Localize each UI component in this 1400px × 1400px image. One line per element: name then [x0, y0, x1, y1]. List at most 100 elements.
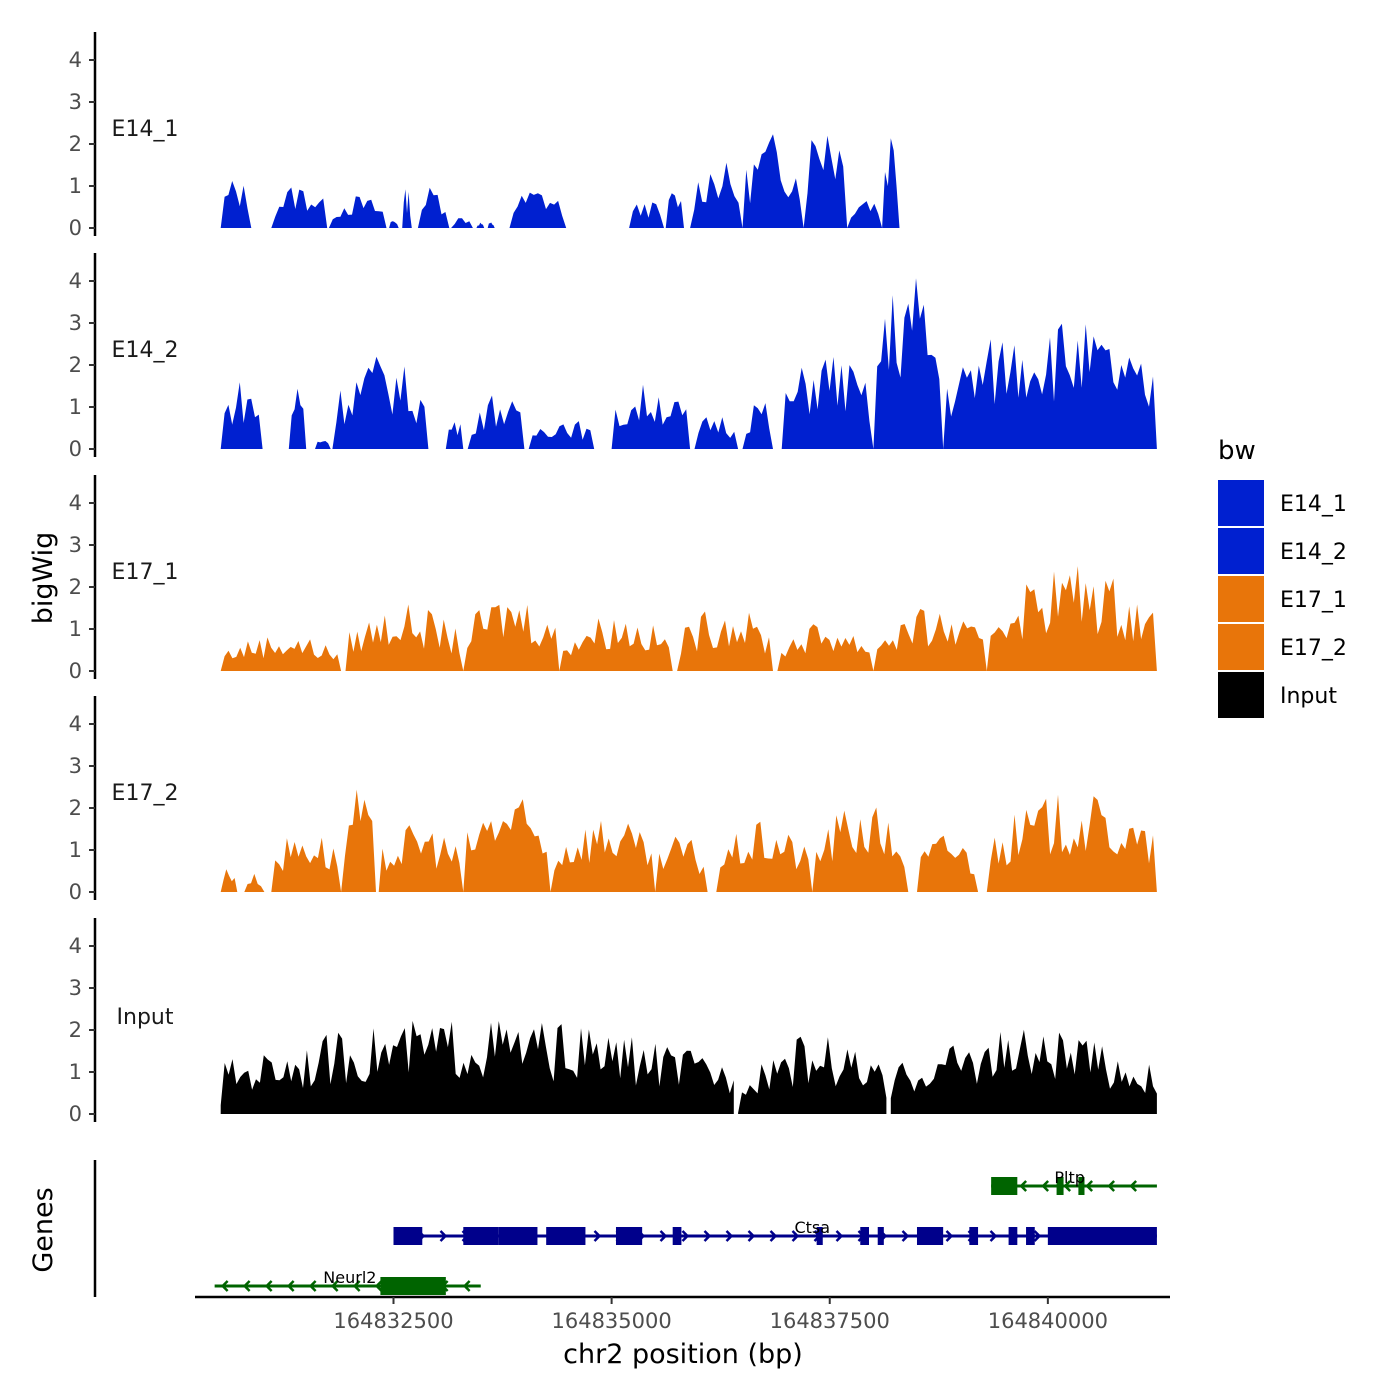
- exon-block: [546, 1227, 586, 1245]
- legend-swatch: [1218, 624, 1264, 670]
- gene-label: Pltp: [1054, 1168, 1085, 1187]
- y-tick-label: 3: [69, 90, 82, 114]
- y-tick-label: 2: [69, 132, 82, 156]
- track-label: E14_2: [112, 338, 179, 363]
- coverage-area: [220, 278, 1157, 449]
- exon-block: [1047, 1227, 1157, 1245]
- legend-swatch: [1218, 480, 1264, 526]
- x-tick-label: 164840000: [988, 1309, 1108, 1333]
- exon-block: [991, 1177, 1018, 1195]
- y-tick-label: 2: [69, 575, 82, 599]
- genes-axis-title: Genes: [28, 1187, 59, 1272]
- y-tick-label: 0: [69, 1102, 82, 1126]
- y-tick-label: 4: [69, 934, 82, 958]
- strand-arrow: [286, 1280, 295, 1292]
- strand-arrow: [1129, 1180, 1138, 1192]
- exon-block: [380, 1277, 446, 1295]
- exon-block: [672, 1227, 682, 1245]
- y-tick-label: 4: [69, 269, 82, 293]
- strand-arrow: [1107, 1180, 1116, 1192]
- exon-block: [969, 1227, 979, 1245]
- x-tick-label: 164832500: [333, 1309, 453, 1333]
- exon-block: [498, 1227, 538, 1245]
- strand-arrow: [242, 1280, 251, 1292]
- exon-block: [1078, 1177, 1085, 1195]
- strand-arrow: [264, 1280, 273, 1292]
- y-tick-label: 4: [69, 491, 82, 515]
- track-label: E17_2: [112, 781, 179, 806]
- y-tick-label: 0: [69, 880, 82, 904]
- strand-arrow: [330, 1280, 339, 1292]
- exon-block: [860, 1227, 869, 1245]
- y-tick-label: 3: [69, 311, 82, 335]
- strand-arrow: [945, 1230, 954, 1242]
- exon-block: [1008, 1227, 1018, 1245]
- exon-block: [1026, 1227, 1035, 1245]
- exon-block: [393, 1227, 423, 1245]
- gene-label: Neurl2: [323, 1268, 376, 1287]
- y-tick-label: 0: [69, 437, 82, 461]
- strand-arrow: [1033, 1230, 1042, 1242]
- coverage-area: [220, 1020, 1157, 1114]
- strand-arrow: [1085, 1180, 1094, 1192]
- y-tick-label: 4: [69, 48, 82, 72]
- coverage-tracks: 0 1 2 3 4 E14_1 0 1 2 3 4 E14_2 0 1 2 3 4 E17_1 0 1 2 3 4 E17_2…: [69, 32, 1157, 1126]
- x-tick-label: 164835000: [551, 1309, 671, 1333]
- track-label: E14_1: [112, 117, 179, 142]
- y-tick-label: 0: [69, 659, 82, 683]
- gene-label: Ctsa: [794, 1218, 830, 1237]
- x-axis-title: chr2 position (bp): [563, 1339, 803, 1370]
- strand-arrow: [901, 1230, 910, 1242]
- strand-arrow: [462, 1280, 471, 1292]
- y-tick-label: 3: [69, 976, 82, 1000]
- track-e17_2: 0 1 2 3 4 E17_2: [69, 696, 1157, 904]
- strand-arrow: [989, 1230, 998, 1242]
- exon-block: [816, 1227, 823, 1245]
- coverage-area: [220, 566, 1157, 671]
- legend-label: E14_2: [1280, 540, 1347, 565]
- gene-ctsa: Ctsa: [393, 1218, 1157, 1245]
- track-input: 0 1 2 3 4 Input: [69, 918, 1157, 1126]
- legend: E14_1 E14_2 E17_1 E17_2 Input: [1218, 480, 1347, 718]
- y-axis-title: bigWig: [28, 532, 59, 625]
- track-e14_2: 0 1 2 3 4 E14_2: [69, 253, 1157, 461]
- strand-arrow: [1041, 1180, 1050, 1192]
- y-tick-label: 1: [69, 174, 82, 198]
- strand-arrow: [1063, 1180, 1072, 1192]
- legend-label: E17_2: [1280, 636, 1347, 661]
- legend-label: Input: [1280, 684, 1337, 709]
- strand-arrow: [747, 1230, 756, 1242]
- y-tick-label: 1: [69, 617, 82, 641]
- y-tick-label: 2: [69, 1018, 82, 1042]
- strand-arrow: [835, 1230, 844, 1242]
- strand-arrow: [593, 1230, 602, 1242]
- strand-arrow: [439, 1230, 448, 1242]
- strand-arrow: [220, 1280, 229, 1292]
- track-e17_1: 0 1 2 3 4 E17_1: [69, 475, 1157, 683]
- strand-arrow: [1019, 1180, 1028, 1192]
- strand-arrow: [659, 1230, 668, 1242]
- track-label: Input: [117, 1005, 174, 1030]
- gene-track: Pltp Ctsa Neurl2: [93, 1160, 1157, 1297]
- y-tick-label: 3: [69, 754, 82, 778]
- strand-arrow: [725, 1230, 734, 1242]
- y-tick-label: 1: [69, 1060, 82, 1084]
- coverage-area: [220, 789, 1157, 892]
- legend-swatch: [1218, 576, 1264, 622]
- strand-arrow: [308, 1280, 317, 1292]
- legend-label: E17_1: [1280, 588, 1347, 613]
- y-tick-label: 2: [69, 796, 82, 820]
- exon-block: [1056, 1177, 1064, 1195]
- y-tick-label: 4: [69, 712, 82, 736]
- y-tick-label: 1: [69, 838, 82, 862]
- y-tick-label: 2: [69, 353, 82, 377]
- strand-arrow: [374, 1280, 383, 1292]
- y-tick-label: 0: [69, 216, 82, 240]
- gene-neurl2: Neurl2: [214, 1268, 481, 1295]
- y-tick-label: 3: [69, 533, 82, 557]
- exon-block: [615, 1227, 643, 1245]
- x-axis: 164832500 164835000 164837500 164840000: [195, 1295, 1170, 1333]
- strand-arrow: [681, 1230, 690, 1242]
- track-e14_1: 0 1 2 3 4 E14_1: [69, 32, 900, 240]
